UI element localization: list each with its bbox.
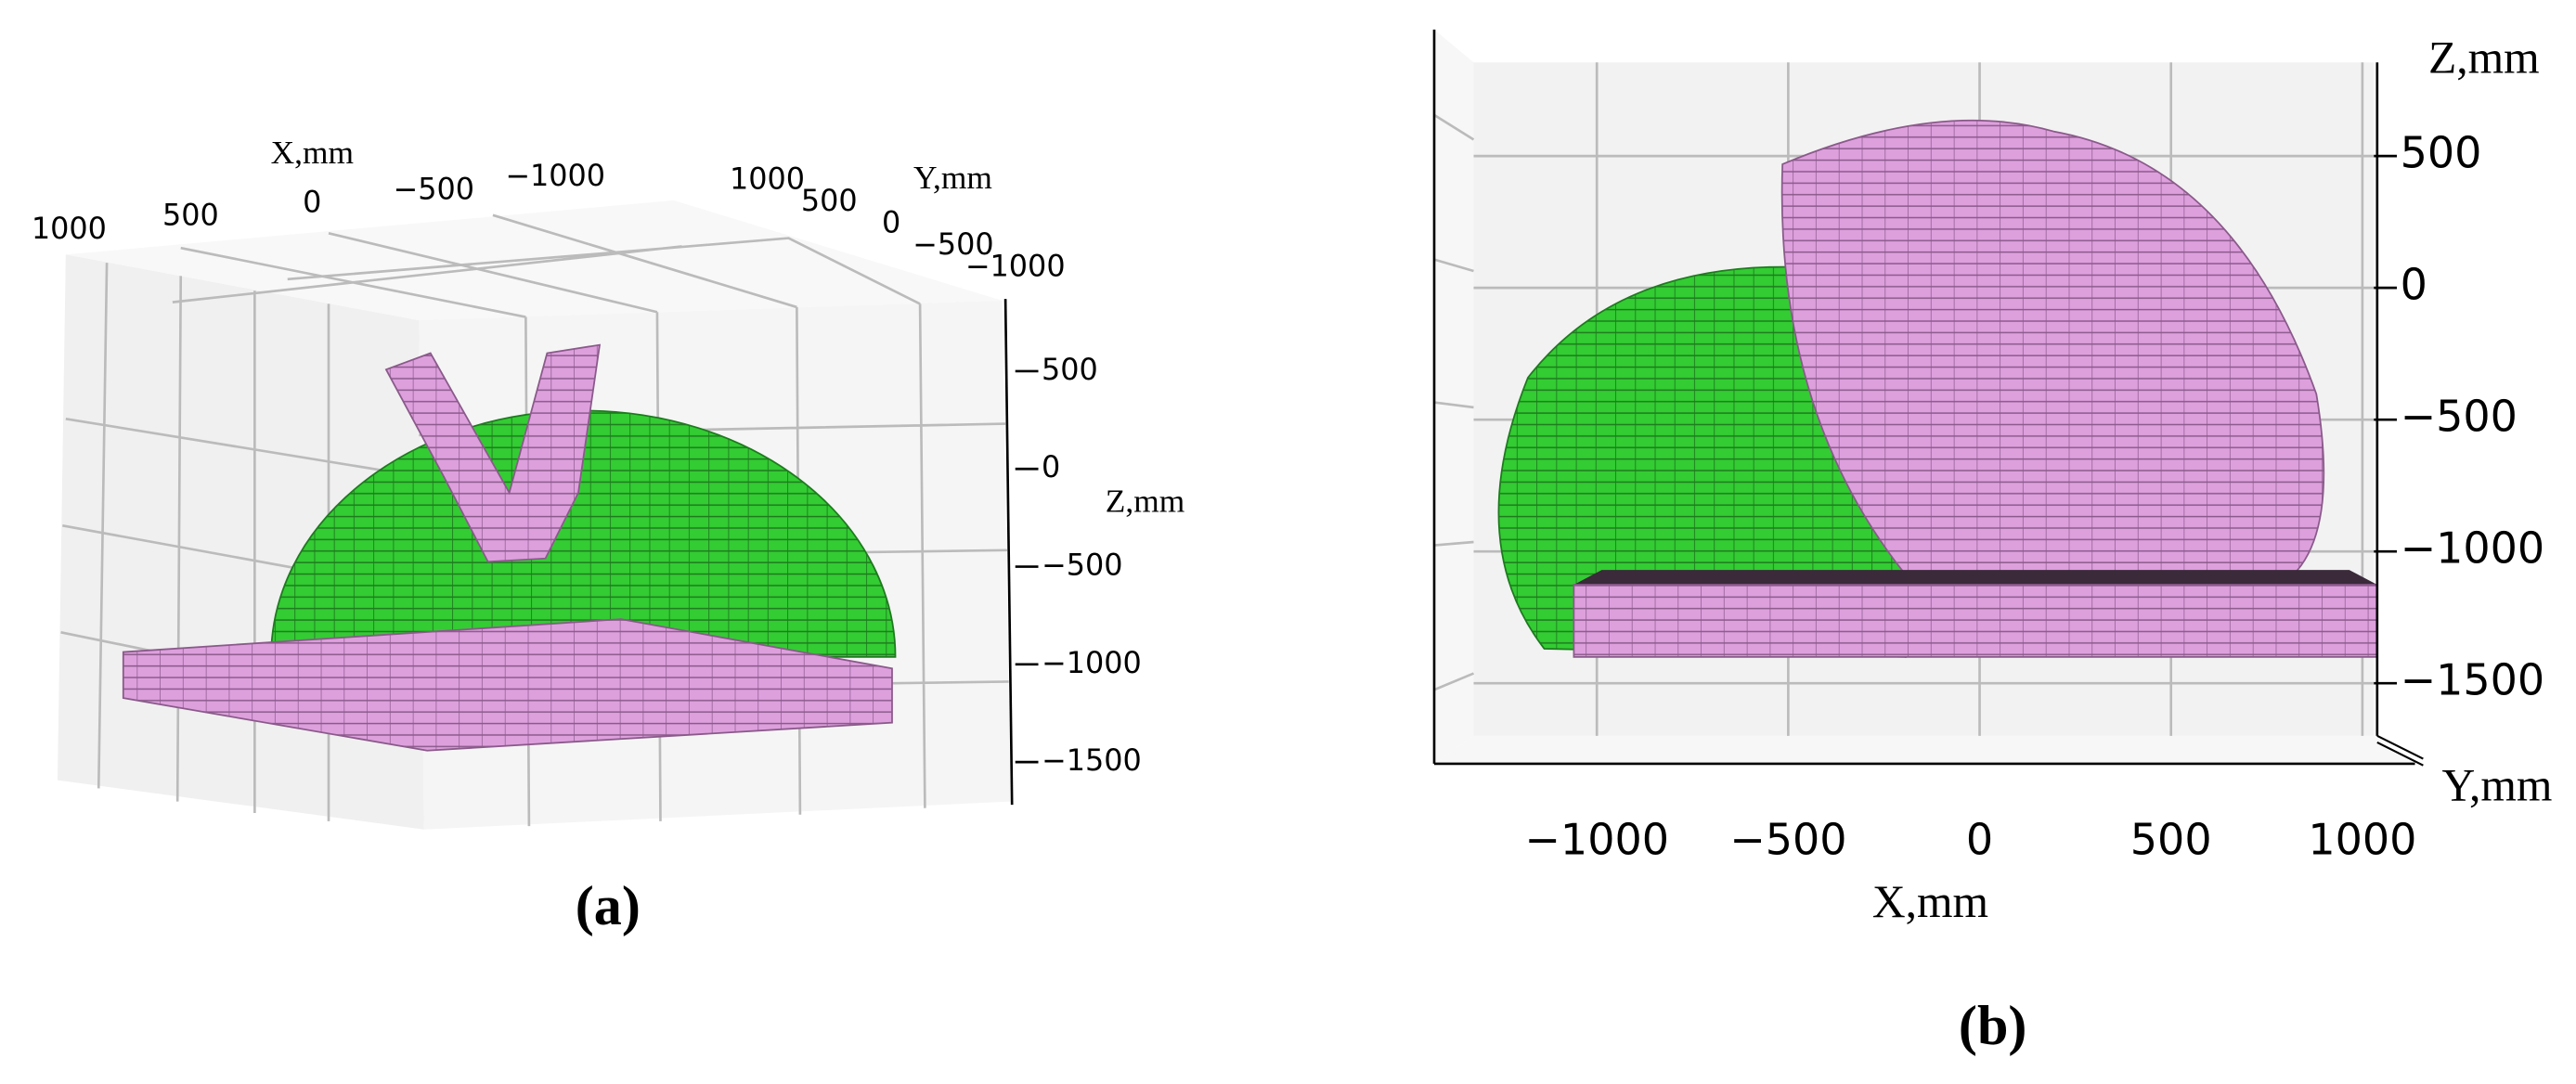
y-axis-label: Y,mm [2442,760,2553,811]
z-axis-label: Z,mm [2428,32,2540,84]
x-tick-label: 500 [2130,814,2212,864]
x-tick-label: 500 [162,198,219,233]
z-tick-label: −1500 [1042,742,1142,778]
panel-title: (b) [1959,995,2027,1057]
slab-top [1573,570,2377,586]
x-tick-label: 0 [1966,814,1993,864]
pink-dome [1780,119,2325,658]
top-face [65,200,1003,321]
x-axis-label: X,mm [271,134,354,171]
x-tick-label: −1000 [505,158,605,193]
floor [1434,735,2415,764]
y-axis-label: Y,mm [913,159,992,196]
x-tick-label: −500 [1729,814,1846,864]
y-tick-label: 0 [882,205,900,240]
z-tick-label: −1500 [2401,655,2545,705]
z-tick-label: −500 [2401,392,2518,442]
x-axis-label: X,mm [1872,876,1988,927]
x-tick-label: −1000 [1524,814,1669,864]
z-tick-label: 500 [1042,352,1098,387]
side-wall [1434,29,1474,764]
z-tick-label: 0 [2401,260,2427,310]
panel-title: (a) [576,875,641,937]
side-grid [1433,113,1475,691]
z-axis [1003,299,1014,806]
z-axis-label: Z,mm [1106,482,1184,519]
x-tick-label: 0 [303,184,321,219]
y-tick-label: −1000 [965,248,1066,283]
y-tick-label: −500 [913,226,993,262]
pink-v [384,343,602,563]
y-axis [2376,734,2424,767]
pink-slab [122,618,893,752]
x-tick-label: −500 [394,171,474,206]
z-tick-label: −500 [1042,548,1122,583]
panel-a [57,200,1014,830]
z-tick-label: 0 [1042,449,1060,484]
x-tick-label: 1000 [2308,814,2416,864]
z-tick-label: −1000 [2401,523,2545,574]
pink-slab [1573,584,2378,658]
z-tick-label: −1000 [1042,645,1142,680]
panel-b [1432,29,2424,767]
y-tick-label: 500 [801,183,858,218]
z-tick-label: 500 [2401,128,2482,178]
y-tick-label: 1000 [730,161,805,197]
x-tick-label: 1000 [32,211,107,246]
